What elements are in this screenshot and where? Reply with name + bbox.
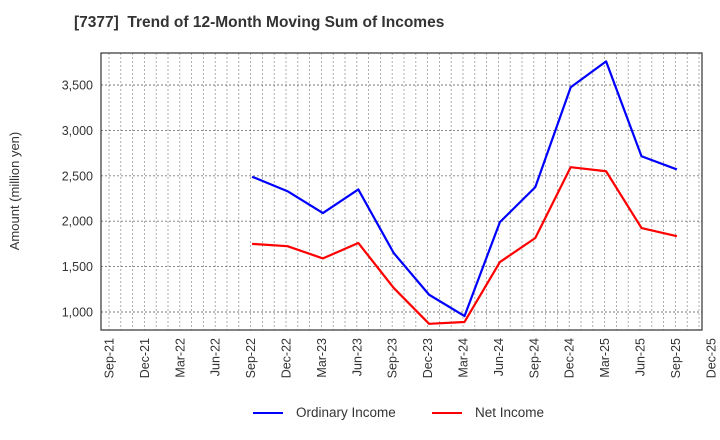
y-axis-label: Amount (million yen) [7, 132, 22, 251]
grid-lines [101, 53, 702, 330]
x-tick-label: Jun-23 [350, 338, 364, 376]
y-tick-label: 3,500 [62, 79, 93, 93]
y-tick-label: 2,500 [62, 169, 93, 183]
y-tick-label: 1,500 [62, 260, 93, 274]
x-tick-label: Sep-22 [244, 338, 258, 378]
x-tick-label: Mar-23 [315, 338, 329, 378]
x-tick-label: Mar-22 [173, 338, 187, 378]
legend-line-red-icon [432, 411, 462, 414]
x-axis-ticks: Sep-21 Dec-21 Mar-22 Jun-22 Sep-22 Dec-22 Mar-… [103, 338, 719, 378]
x-tick-label: Sep-24 [527, 338, 541, 378]
legend-item-ordinary-income: Ordinary Income [253, 405, 396, 420]
legend-label: Net Income [475, 405, 545, 420]
x-tick-label: Jun-24 [492, 338, 506, 376]
legend-line-blue-icon [253, 411, 283, 414]
x-tick-label: Dec-24 [563, 338, 577, 378]
x-tick-label: Dec-23 [421, 338, 435, 378]
x-tick-label: Jun-22 [209, 338, 223, 376]
x-tick-label: Jun-25 [634, 338, 648, 376]
y-tick-label: 2,000 [62, 215, 93, 229]
x-tick-label: Dec-21 [138, 338, 152, 378]
series-line [251, 60, 678, 318]
x-tick-label: Sep-23 [386, 338, 400, 378]
chart-title-text: [7377] Trend of 12-Month Moving Sum of I… [74, 14, 445, 31]
legend-label: Ordinary Income [296, 405, 396, 420]
x-tick-label: Dec-22 [280, 338, 294, 378]
data-series [251, 60, 678, 325]
series-line [252, 166, 678, 325]
legend: Ordinary Income Net Income [0, 405, 720, 425]
y-tick-label: 3,000 [62, 124, 93, 138]
x-tick-label: Mar-24 [457, 338, 471, 378]
x-tick-label: Sep-25 [669, 338, 683, 378]
legend-item-net-income: Net Income [432, 405, 544, 420]
y-tick-label: 1,000 [62, 306, 93, 320]
x-tick-label: Sep-21 [103, 338, 117, 378]
plot-frame [100, 52, 703, 331]
x-tick-label: Mar-25 [598, 338, 612, 378]
x-tick-label: Dec-25 [704, 338, 718, 378]
y-axis-ticks: 1,000 1,500 2,000 2,500 3,000 3,500 [62, 79, 93, 320]
